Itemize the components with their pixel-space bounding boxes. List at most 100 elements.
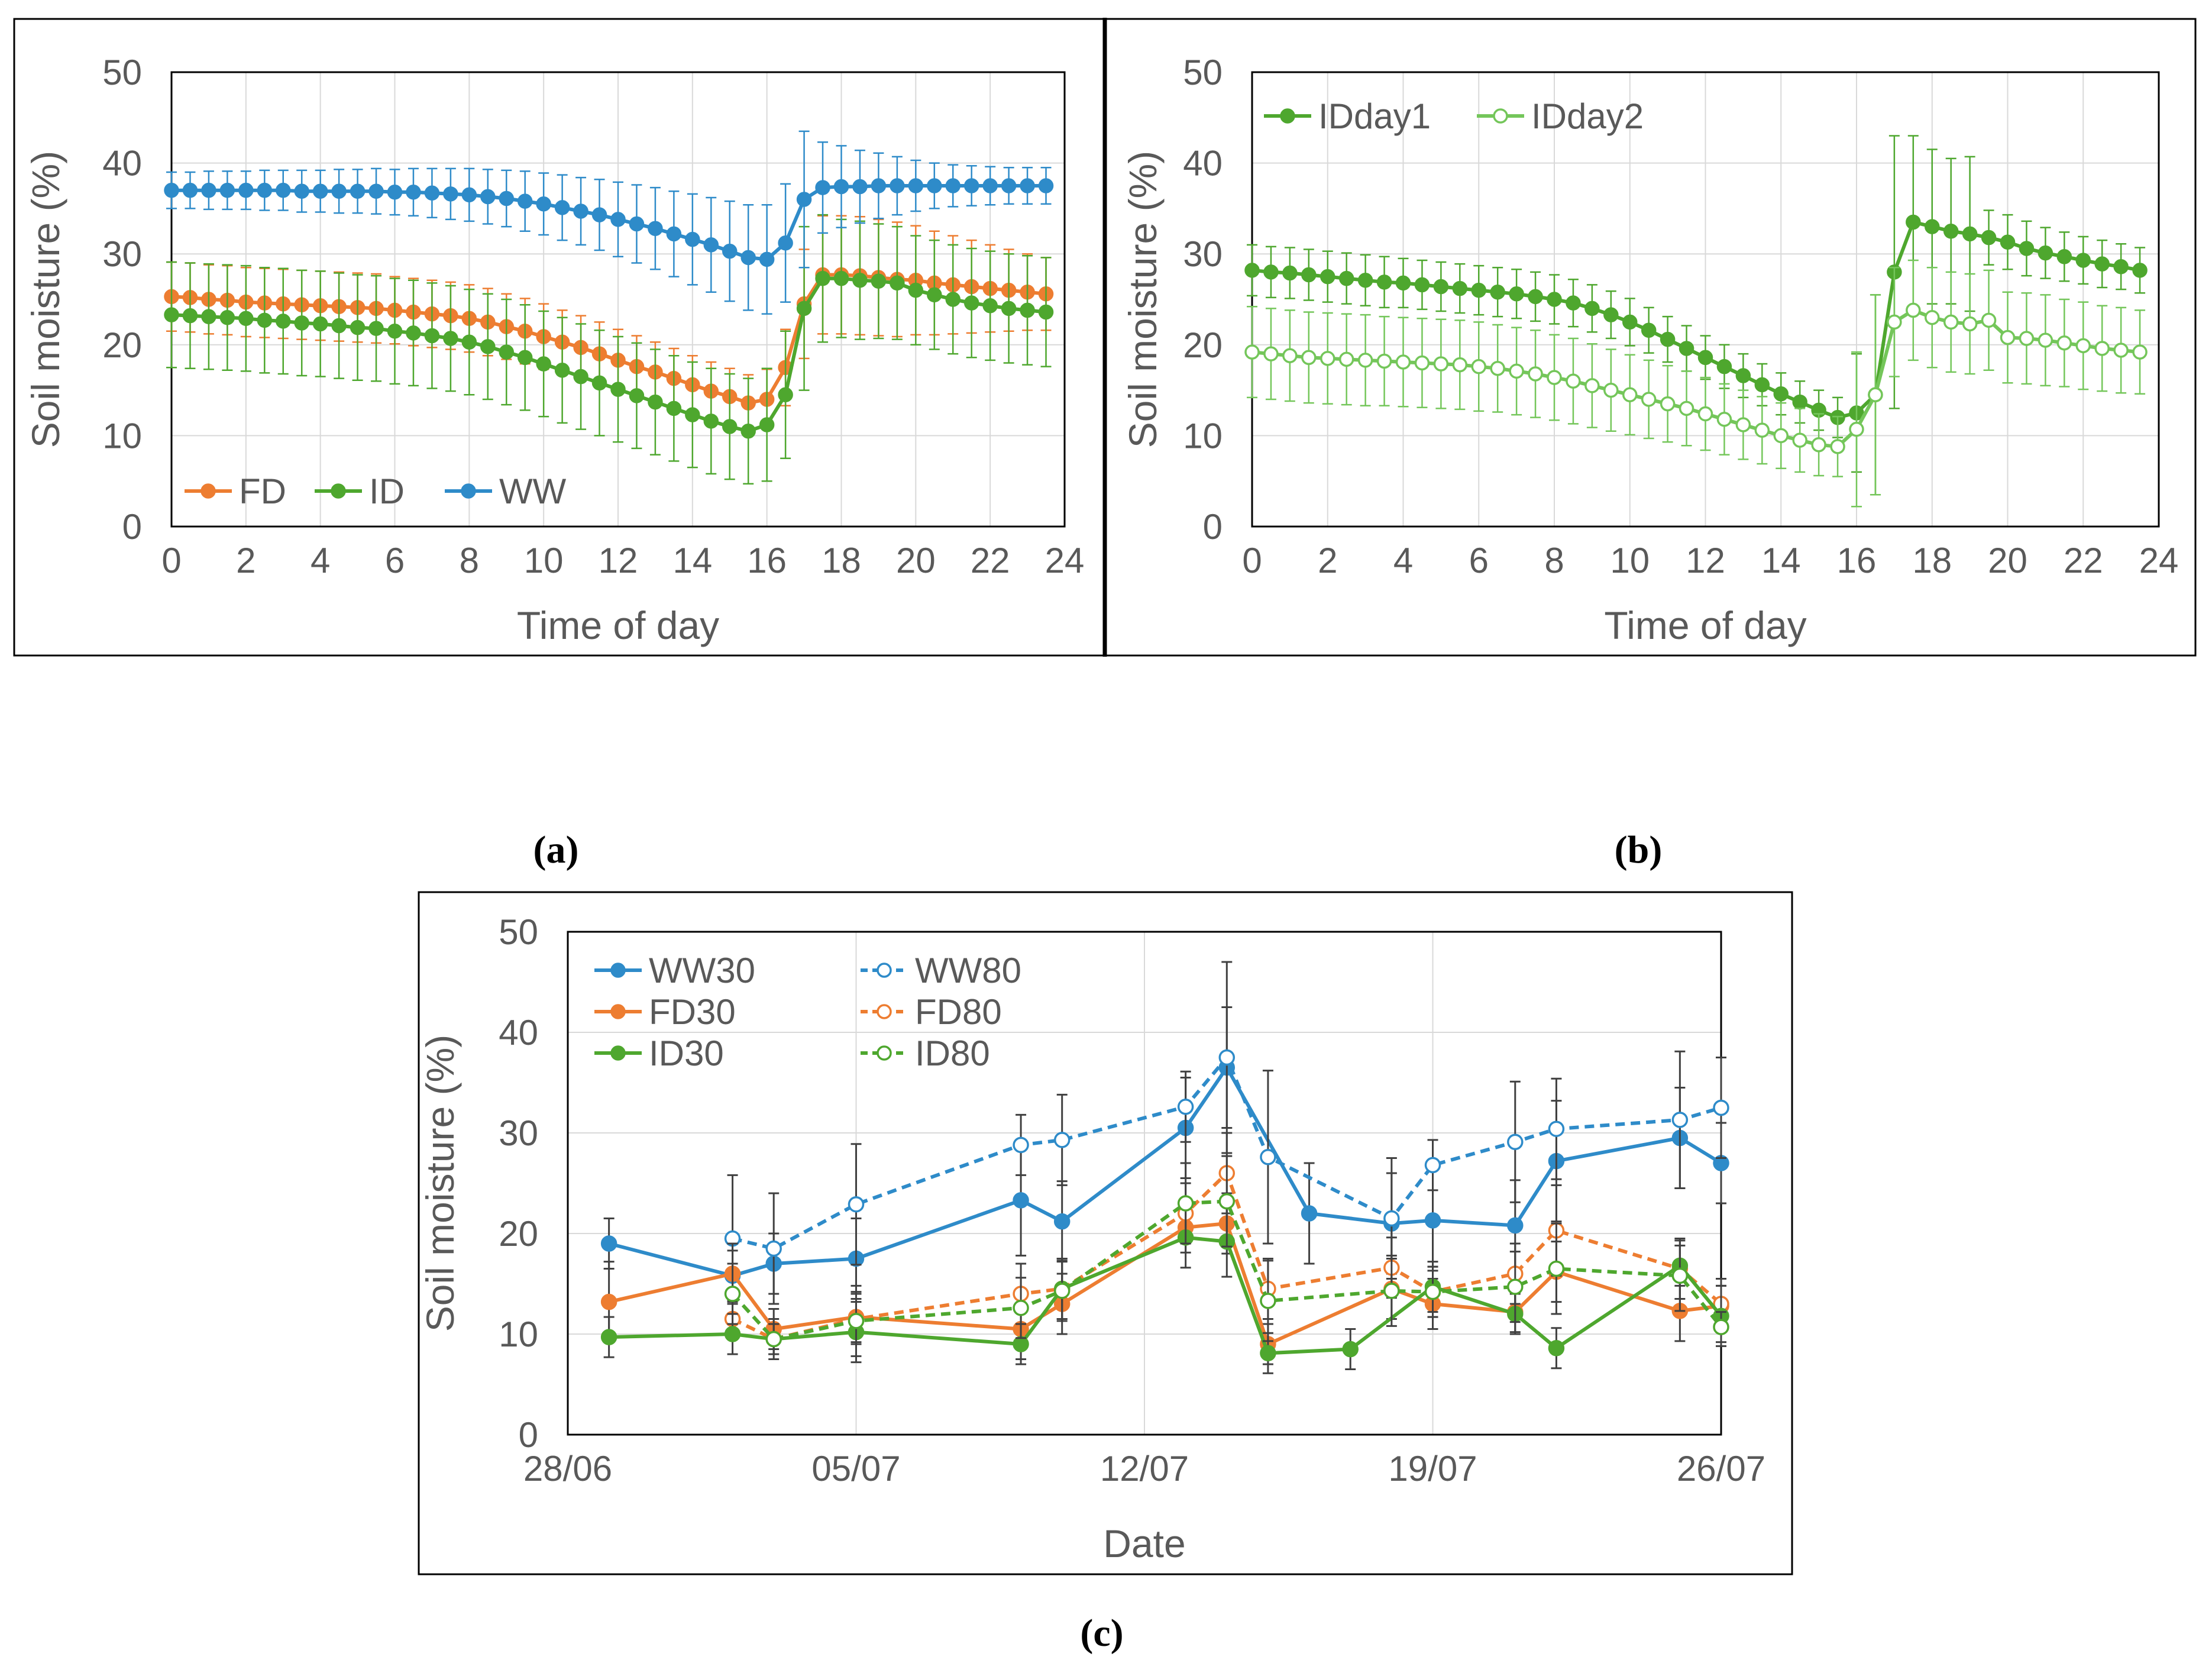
data-point-IDday1 <box>1528 289 1543 305</box>
data-point-ID80 <box>1177 1195 1194 1212</box>
data-point-IDday2 <box>1962 316 1978 332</box>
data-point-ID80 <box>724 1286 741 1302</box>
data-point-ID80 <box>1424 1283 1441 1300</box>
x-tick-label: 4 <box>311 541 330 580</box>
data-point-ID80 <box>1053 1283 1071 1299</box>
data-point-IDday2 <box>1490 360 1505 376</box>
data-point-ID <box>517 350 533 366</box>
data-point-WW <box>871 178 887 193</box>
data-point-IDday2 <box>1395 354 1411 370</box>
data-point-ID80 <box>1713 1319 1729 1335</box>
data-point-ID <box>1001 301 1017 317</box>
y-tick-label: 20 <box>499 1214 538 1254</box>
data-point-WW <box>591 207 607 222</box>
x-axis-title: Time of day <box>1604 603 1806 647</box>
data-point-WW <box>908 178 924 193</box>
data-point-IDday2 <box>1320 351 1335 366</box>
legend-item-ID30: ID30 <box>594 1034 724 1073</box>
legend-marker <box>877 1004 892 1019</box>
y-tick-label: 0 <box>519 1415 538 1455</box>
y-axis-title: Soil moisture (%) <box>418 1035 462 1332</box>
y-tick-label: 50 <box>102 53 142 92</box>
legend-label: WW30 <box>649 951 755 990</box>
data-point-IDday2 <box>1338 351 1354 367</box>
data-point-ID30 <box>1013 1336 1029 1352</box>
data-point-WW <box>461 187 477 203</box>
y-tick-label: 30 <box>499 1113 538 1153</box>
data-point-WW80 <box>765 1240 782 1257</box>
data-point-ID80 <box>1548 1260 1565 1277</box>
data-point-WW <box>796 192 812 207</box>
data-point-WW <box>424 185 440 201</box>
data-point-WW <box>536 196 551 212</box>
data-point-WW80 <box>1260 1149 1276 1165</box>
data-point-IDday2 <box>1754 422 1770 438</box>
legend-marker <box>610 1004 626 1019</box>
data-point-WW <box>573 204 588 219</box>
plot-border <box>1251 71 2160 528</box>
data-point-ID <box>294 315 309 331</box>
data-point-ID <box>573 369 588 385</box>
legend-item-FD80: FD80 <box>861 992 1002 1032</box>
data-point-WW <box>368 183 384 199</box>
data-point-ID80 <box>1218 1193 1236 1210</box>
data-point-WW30 <box>600 1235 617 1252</box>
data-point-IDday1 <box>1566 295 1581 311</box>
data-point-IDday2 <box>1868 387 1883 403</box>
y-tick-label: 10 <box>102 416 142 456</box>
data-point-ID <box>461 334 477 350</box>
data-point-WW <box>648 221 663 236</box>
data-point-WW30 <box>1424 1212 1441 1229</box>
data-point-ID <box>591 375 607 391</box>
data-point-IDday1 <box>1981 230 1997 246</box>
data-point-IDday2 <box>2113 343 2129 358</box>
data-point-IDday2 <box>1830 439 1845 454</box>
x-tick-label: 12 <box>599 541 638 580</box>
y-tick-label: 40 <box>499 1013 538 1052</box>
x-tick-label: 24 <box>1045 541 1085 580</box>
data-point-ID <box>629 388 645 403</box>
data-point-IDday2 <box>1925 309 1940 325</box>
data-point-IDday2 <box>1452 357 1468 373</box>
data-point-ID <box>815 270 830 286</box>
data-point-IDday1 <box>1773 386 1789 402</box>
data-point-IDday1 <box>1338 270 1354 286</box>
legend-label: WW <box>499 472 567 511</box>
data-point-WW <box>517 193 533 209</box>
data-point-WW <box>778 235 793 251</box>
data-point-IDday1 <box>2000 234 2016 250</box>
y-tick-label: 40 <box>102 144 142 183</box>
data-point-ID <box>703 414 719 429</box>
x-tick-label: 19/07 <box>1388 1449 1477 1488</box>
x-tick-label: 4 <box>1393 541 1413 580</box>
y-tick-label: 0 <box>1203 507 1223 547</box>
legend-item-FD30: FD30 <box>594 992 736 1032</box>
x-tick-label: 12 <box>1686 541 1725 580</box>
data-point-WW <box>238 182 254 198</box>
data-point-IDday1 <box>1452 280 1468 296</box>
data-point-IDday1 <box>2094 256 2110 272</box>
data-point-IDday2 <box>1584 378 1600 393</box>
y-tick-label: 50 <box>1183 53 1223 92</box>
data-point-ID <box>778 387 793 403</box>
data-point-WW <box>703 237 719 253</box>
data-point-WW <box>164 182 179 198</box>
legend-label: IDday2 <box>1531 96 1644 136</box>
x-tick-label: 20 <box>896 541 936 580</box>
legend-label: FD <box>239 472 286 511</box>
panel-b-label: (b) <box>1615 828 1663 871</box>
data-point-ID <box>331 318 347 334</box>
data-point-WW <box>963 178 979 193</box>
data-point-IDday1 <box>1509 286 1524 302</box>
data-point-IDday1 <box>1716 359 1732 374</box>
data-point-IDday1 <box>1547 292 1562 307</box>
data-point-WW <box>201 182 216 198</box>
x-tick-label: 22 <box>971 541 1010 580</box>
data-point-WW <box>331 183 347 199</box>
data-point-IDday2 <box>1887 314 1902 330</box>
series-WW <box>164 130 1054 315</box>
y-tick-label: 10 <box>499 1315 538 1354</box>
data-point-ID80 <box>765 1331 782 1348</box>
data-point-WW80 <box>1053 1132 1071 1148</box>
